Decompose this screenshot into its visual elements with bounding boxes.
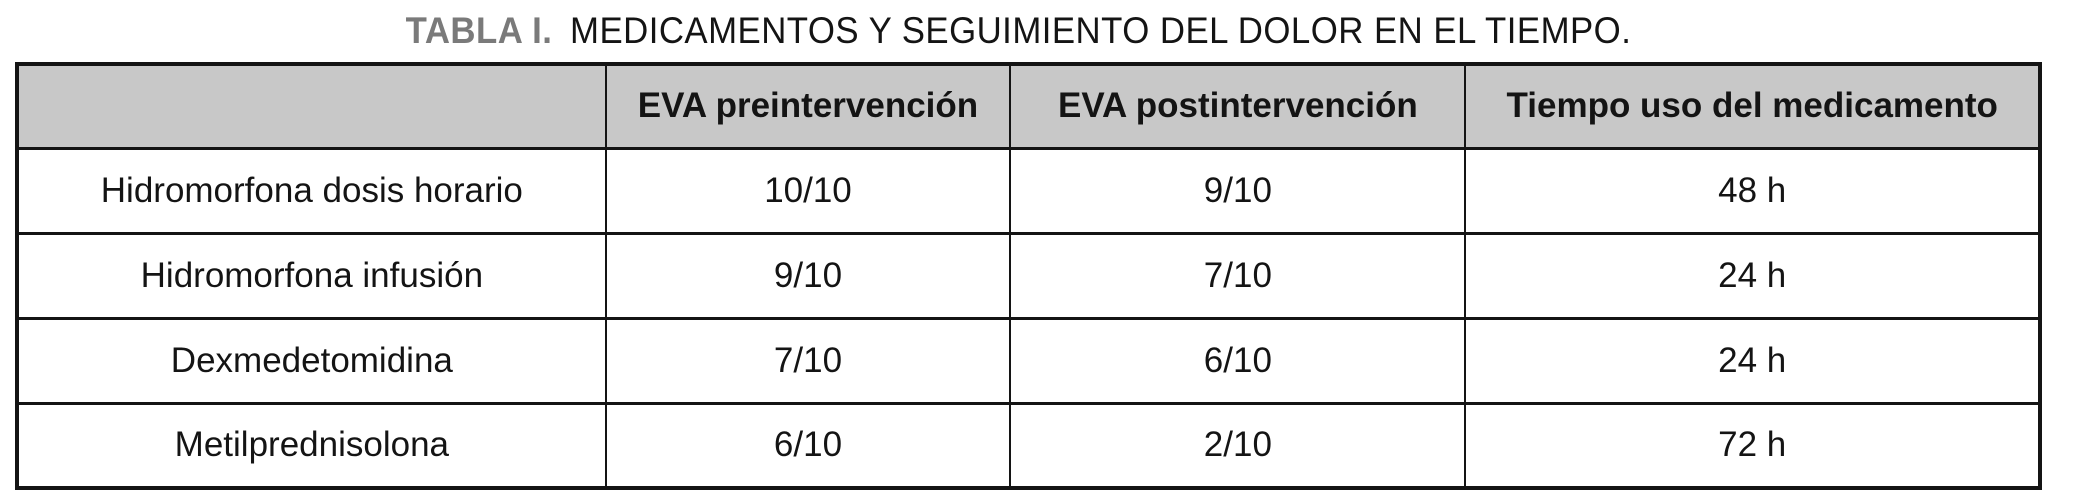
cell-eva-pre: 6/10 [604,402,1012,489]
cell-time: 48 h [1464,147,2041,234]
table-caption-text: MEDICAMENTOS Y SEGUIMIENTO DEL DOLOR EN … [569,10,1631,51]
header-cell-time: Tiempo uso del medicamento [1464,63,2041,150]
cell-medication: Hidromorfona dosis horario [16,147,607,234]
cell-eva-post: 2/10 [1009,402,1467,489]
cell-eva-post: 6/10 [1009,317,1467,404]
header-row: EVA preintervención EVA postintervención… [16,63,2041,150]
cell-eva-pre: 7/10 [604,317,1012,404]
table-row: Hidromorfona infusión 9/10 7/10 24 h [16,232,2041,319]
medication-table: EVA preintervención EVA postintervención… [15,62,2042,490]
cell-medication: Dexmedetomidina [16,317,607,404]
header-cell-eva-pre: EVA preintervención [604,63,1012,150]
cell-eva-post: 9/10 [1009,147,1467,234]
table-row: Metilprednisolona 6/10 2/10 72 h [16,402,2041,489]
cell-time: 72 h [1464,402,2041,489]
table-row: Dexmedetomidina 7/10 6/10 24 h [16,317,2041,404]
cell-medication: Metilprednisolona [16,402,607,489]
cell-eva-post: 7/10 [1009,232,1467,319]
header-cell-medication-empty [16,63,607,150]
cell-medication: Hidromorfona infusión [16,232,607,319]
cell-eva-pre: 9/10 [604,232,1012,319]
cell-eva-pre: 10/10 [604,147,1012,234]
table-caption: TABLA I. MEDICAMENTOS Y SEGUIMIENTO DEL … [0,0,2100,62]
cell-time: 24 h [1464,232,2041,319]
header-cell-eva-post: EVA postintervención [1009,63,1467,150]
cell-time: 24 h [1464,317,2041,404]
table-caption-number: TABLA I. [406,10,553,51]
table-row: Hidromorfona dosis horario 10/10 9/10 48… [16,147,2041,234]
